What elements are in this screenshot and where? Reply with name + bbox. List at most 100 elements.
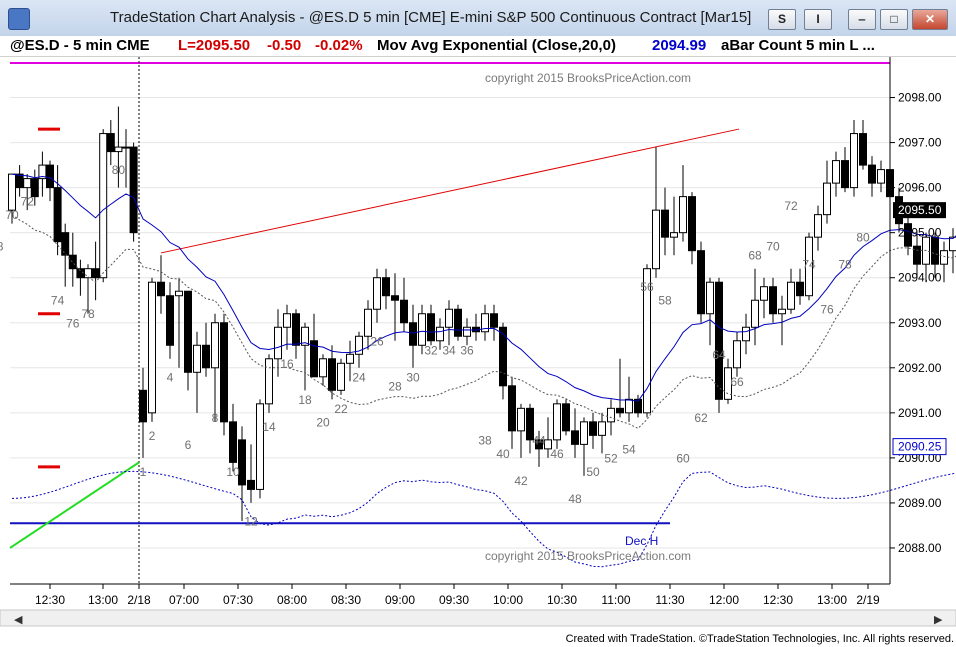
- candles: [8, 106, 956, 568]
- bar-count-label: 2: [149, 429, 156, 443]
- bull-candle: [463, 326, 471, 337]
- bull-candle: [598, 421, 606, 436]
- price-tick-label: 2088.00: [898, 541, 942, 555]
- bear-candle: [91, 268, 100, 279]
- bull-candle: [949, 236, 956, 252]
- bear-candle: [490, 313, 498, 328]
- bar-count-label: 42: [514, 474, 528, 488]
- bear-candle: [166, 295, 174, 346]
- study-name: Mov Avg Exponential (Close,20,0): [377, 37, 616, 54]
- price-axis: 2088.002089.002090.002091.002092.002093.…: [890, 91, 947, 555]
- bar-count-label: 28: [388, 379, 402, 393]
- time-tick-label: 13:00: [88, 593, 118, 607]
- price-chart[interactable]: Dec H 7072747678805812468101214161820222…: [0, 57, 956, 632]
- bull-candle: [23, 178, 32, 189]
- indicator-link-label: I: [816, 12, 820, 26]
- bull-candle: [211, 322, 219, 369]
- price-tick-label: 2093.00: [898, 316, 942, 330]
- bar-count-label: 48: [568, 492, 582, 506]
- bar-count-label: 76: [66, 316, 80, 330]
- bull-candle: [751, 299, 759, 328]
- bar-count-label: 80: [112, 163, 126, 177]
- bear-candle: [46, 164, 54, 189]
- dec-high-label: Dec H: [625, 534, 658, 548]
- time-tick-label: 11:00: [601, 593, 630, 607]
- bull-candle: [670, 232, 678, 238]
- tradestation-icon: [8, 8, 30, 30]
- bull-candle: [607, 407, 615, 423]
- ema-price-box: [892, 438, 947, 456]
- bull-candle: [175, 290, 183, 297]
- bar-count-label: 70: [766, 240, 780, 254]
- bear-candle: [715, 281, 723, 400]
- time-tick-label: 2/19: [856, 593, 880, 607]
- bull-candle: [364, 308, 372, 337]
- bar-count-label: 10: [226, 465, 240, 479]
- bull-candle: [148, 281, 156, 414]
- bear-candle: [562, 403, 570, 432]
- bar-count-label: 8: [212, 411, 219, 425]
- price-tick-label: 2092.00: [898, 361, 942, 375]
- scroll-right-icon[interactable]: ▶: [934, 614, 943, 626]
- maximize-button[interactable]: □: [880, 9, 908, 30]
- chart-status-bar: @ES.D - 5 min CME L=2095.50 -0.50 -0.02%…: [0, 36, 956, 57]
- bar-count-label: 22: [334, 402, 348, 416]
- bear-candle: [859, 133, 867, 166]
- bar-count-label: 4: [167, 370, 174, 384]
- bull-candle: [355, 335, 363, 355]
- time-tick-label: 09:30: [439, 593, 469, 607]
- bull-candle: [823, 182, 831, 216]
- close-button[interactable]: ✕: [912, 9, 948, 30]
- time-tick-label: 08:00: [277, 593, 307, 607]
- chart-background: [0, 57, 956, 632]
- bull-candle: [733, 340, 741, 369]
- bear-candle: [129, 146, 138, 234]
- bear-candle: [769, 286, 777, 315]
- time-tick-label: 11:30: [655, 593, 684, 607]
- bull-candle: [742, 326, 750, 342]
- bear-candle: [661, 209, 669, 238]
- maximize-icon: □: [890, 12, 898, 26]
- scroll-left-icon[interactable]: ◀: [14, 614, 23, 626]
- time-tick-label: 12:00: [709, 593, 739, 607]
- bar-count-label: 58: [0, 240, 4, 254]
- symbol-label: @ES.D - 5 min CME: [10, 37, 150, 54]
- price-tick-label: 2091.00: [898, 406, 942, 420]
- bar-count-label: 78: [838, 258, 852, 272]
- bull-candle: [877, 169, 885, 184]
- bull-candle: [301, 326, 309, 346]
- bull-candle: [436, 326, 444, 342]
- bull-candle: [652, 209, 660, 270]
- time-tick-label: 10:00: [493, 593, 523, 607]
- bull-candle: [724, 367, 732, 400]
- minimize-button[interactable]: ‒: [848, 9, 876, 30]
- bear-candle: [535, 439, 543, 450]
- bull-candle: [193, 344, 201, 373]
- bull-candle: [99, 133, 108, 279]
- bull-candle: [940, 250, 948, 265]
- horizontal-scrollbar[interactable]: [0, 609, 956, 627]
- bear-candle: [409, 322, 417, 346]
- bear-candle: [229, 421, 237, 463]
- bear-candle: [15, 173, 24, 189]
- symbol-link-button[interactable]: S: [768, 9, 796, 30]
- bar-count-label: 40: [496, 447, 510, 461]
- bear-candle: [526, 407, 534, 441]
- last-price-box: [893, 202, 946, 219]
- indicator-link-button[interactable]: I: [804, 9, 832, 30]
- bar-count-label: 72: [21, 195, 35, 209]
- bull-candle: [778, 308, 786, 315]
- bar-count-label: 16: [280, 357, 294, 371]
- bull-candle: [760, 286, 768, 301]
- bear-candle: [841, 160, 849, 189]
- upper-band: [11, 214, 956, 430]
- bear-candle: [391, 295, 399, 301]
- bear-candle: [508, 385, 516, 432]
- time-tick-label: 07:30: [223, 593, 253, 607]
- time-tick-label: 12:30: [763, 593, 793, 607]
- window-title: TradeStation Chart Analysis - @ES.D 5 mi…: [110, 9, 752, 26]
- price-tick-label: 2095.00: [898, 226, 942, 240]
- bear-candle: [238, 439, 246, 486]
- bar-count-label: 78: [81, 307, 95, 321]
- copyright-bottom: copyright 2015 BrooksPriceAction.com: [485, 549, 691, 563]
